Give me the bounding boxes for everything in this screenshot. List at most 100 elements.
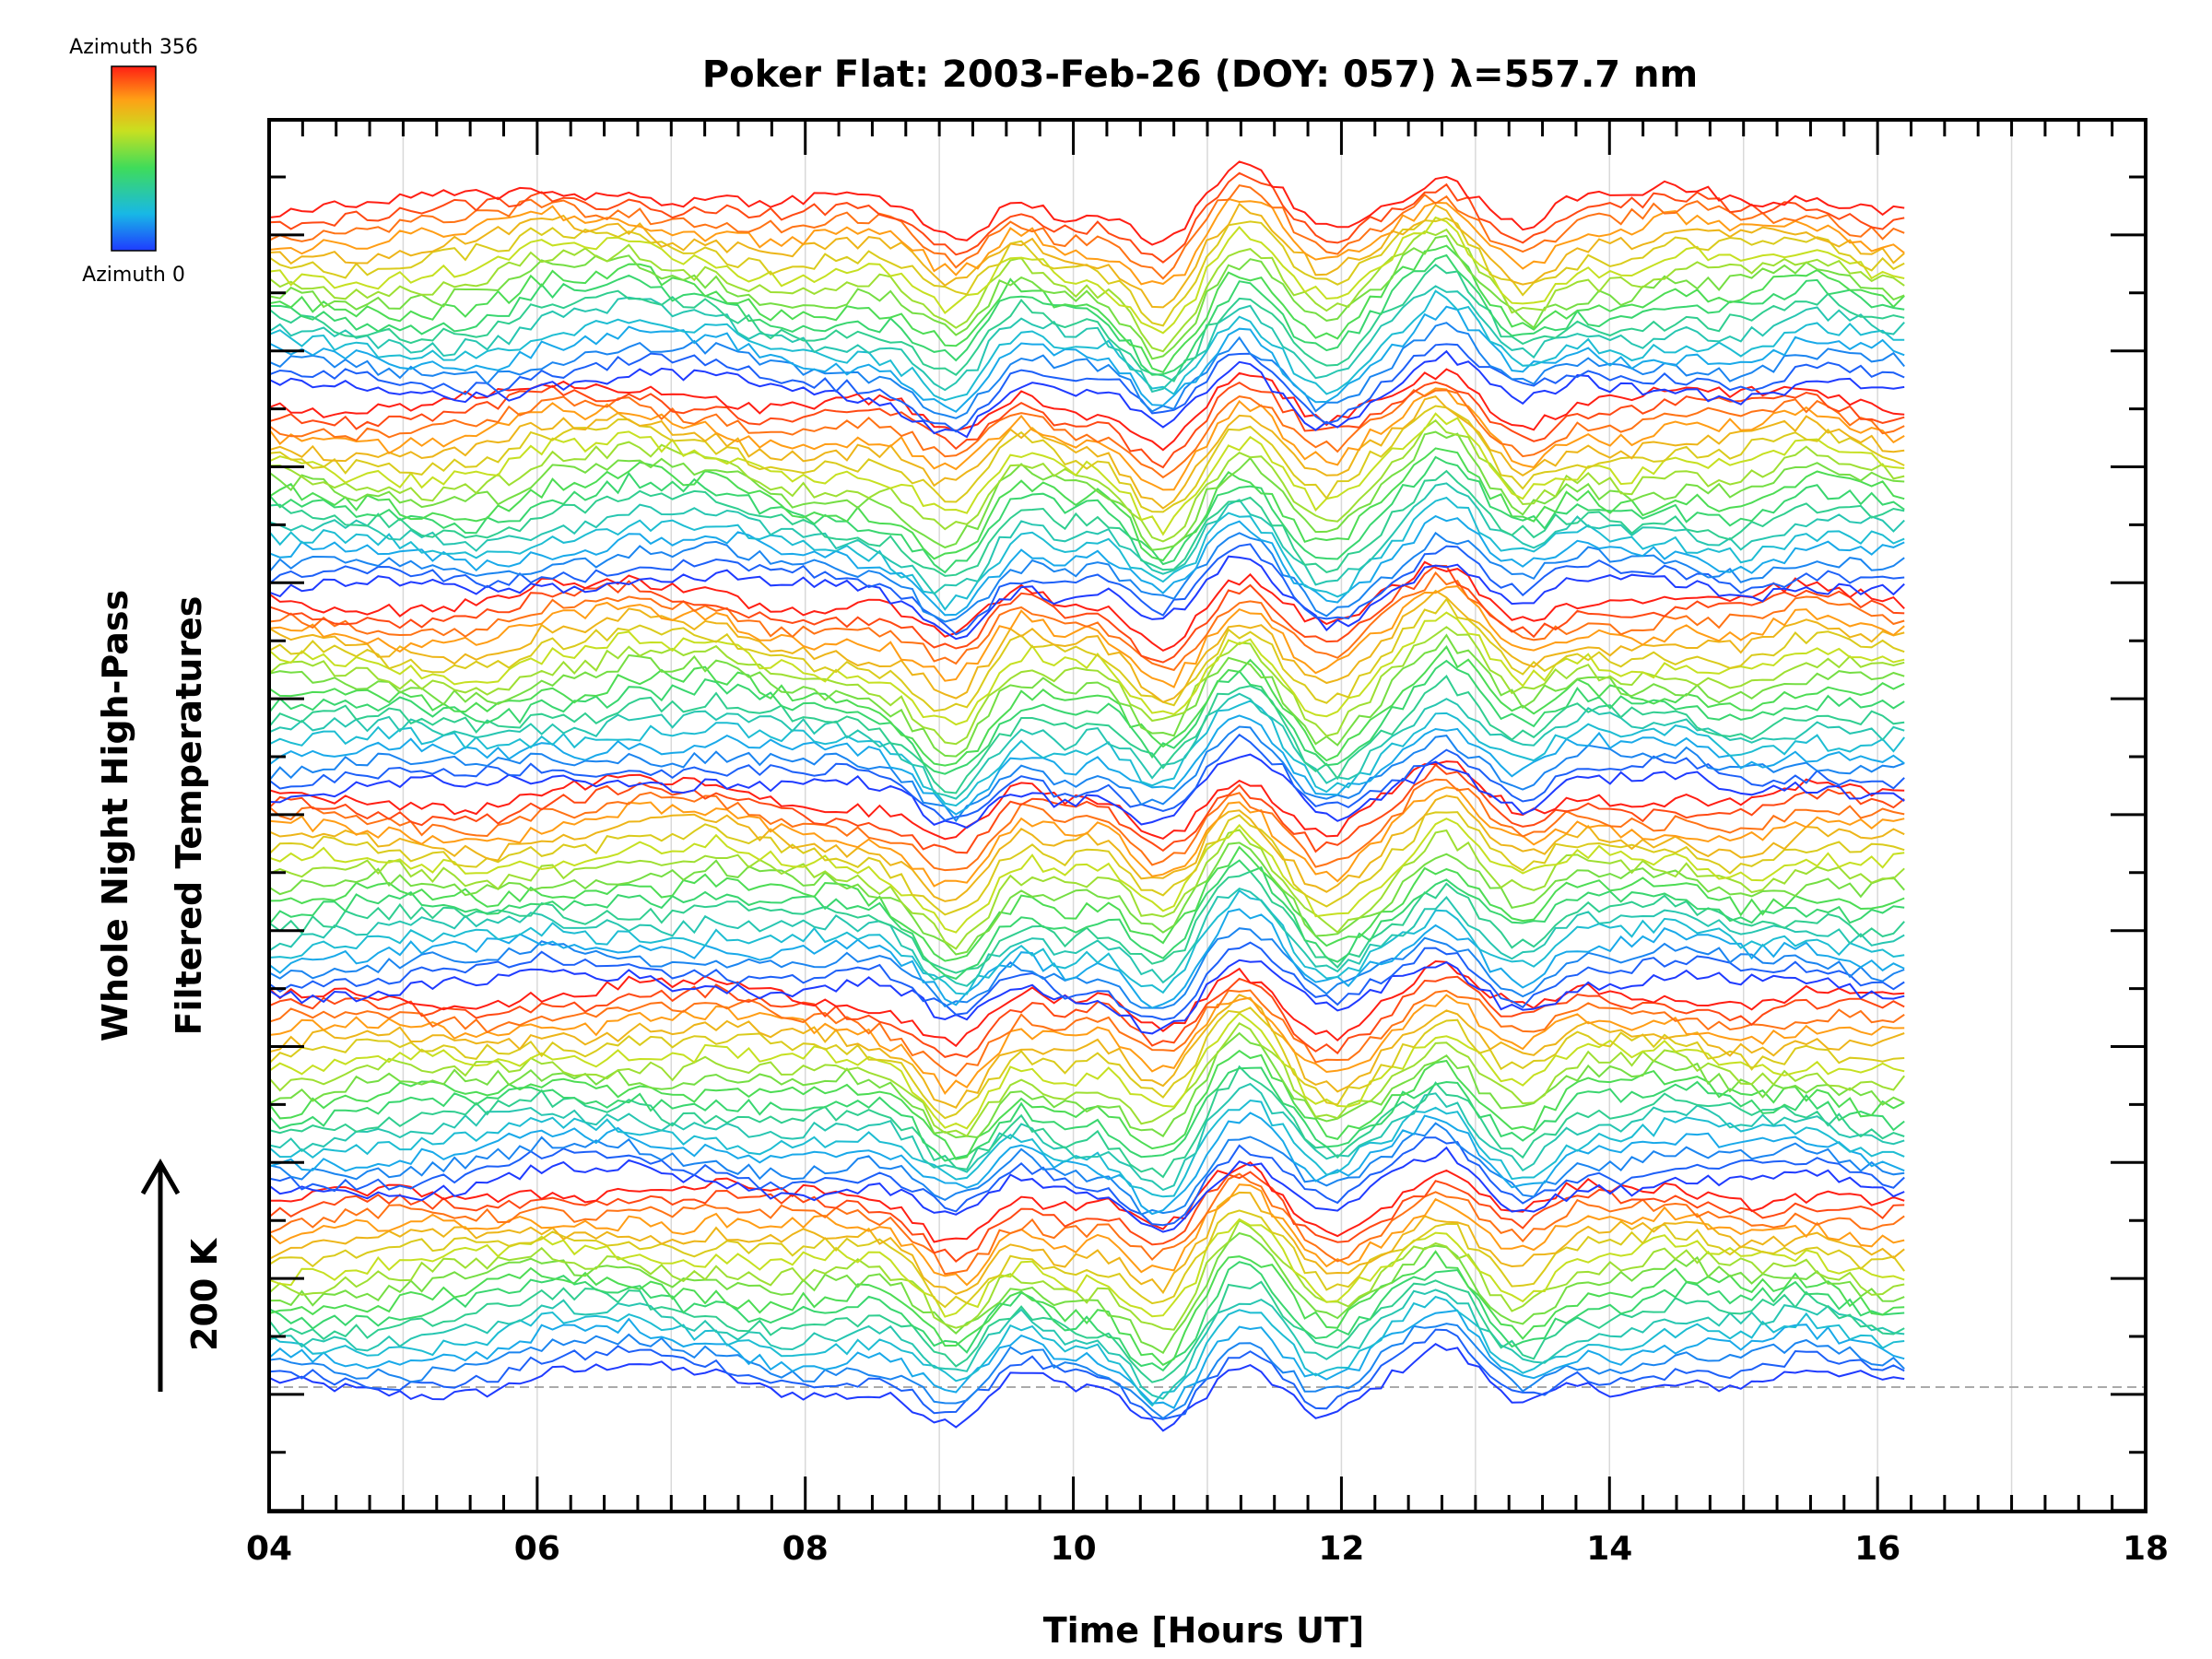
series-line	[268, 1031, 1905, 1139]
series-line	[268, 514, 1905, 617]
scale-arrow-head	[140, 1158, 181, 1195]
series-line	[268, 1183, 1905, 1287]
series-line	[268, 845, 1905, 962]
series-line	[268, 418, 1905, 543]
x-tick-label: 12	[1318, 1530, 1364, 1568]
series-line	[268, 700, 1905, 807]
series-line	[268, 1099, 1905, 1198]
series-line	[268, 633, 1905, 758]
series-line	[268, 763, 1905, 854]
series-line	[268, 171, 1905, 264]
series-line	[268, 1172, 1905, 1276]
axis-ticks	[267, 120, 2147, 1512]
series-line	[268, 183, 1905, 280]
series-line	[268, 197, 1905, 286]
series-line	[268, 1021, 1905, 1138]
series-line	[268, 1006, 1905, 1120]
chart-title: Poker Flat: 2003-Feb-26 (DOY: 057) λ=557…	[702, 53, 1698, 96]
series-line	[268, 412, 1905, 536]
colorbar-bottom-label: Azimuth 0	[82, 264, 185, 287]
series-line	[268, 1218, 1905, 1331]
series-line	[268, 908, 1905, 1009]
series-line	[268, 202, 1905, 309]
series-line	[268, 389, 1905, 479]
series-line	[268, 1323, 1905, 1420]
colorbar: Azimuth 356 Azimuth 0	[69, 36, 198, 287]
series-line	[268, 264, 1905, 382]
series-line	[268, 571, 1905, 672]
series-line	[268, 994, 1905, 1096]
colorbar-gradient	[111, 65, 157, 252]
series-line	[268, 216, 1905, 335]
series-line	[268, 1191, 1905, 1296]
series-line	[268, 430, 1905, 551]
series-line	[268, 786, 1905, 888]
y-axis-label-line1: Whole Night High-Pass	[95, 590, 135, 1041]
series-line	[268, 1261, 1905, 1372]
series-line	[268, 589, 1905, 703]
series-line	[268, 394, 1905, 510]
series-line	[268, 160, 1905, 246]
series-line	[268, 888, 1905, 995]
y-axis-label-line2: Filtered Temperatures	[169, 596, 209, 1036]
series-line	[268, 1146, 1905, 1233]
series-line	[268, 381, 1905, 469]
scale-bar: 200 K	[140, 1158, 225, 1392]
series-line	[268, 1279, 1905, 1383]
series-line	[268, 818, 1905, 934]
x-tick-label: 16	[1854, 1530, 1900, 1568]
series-line	[268, 305, 1905, 413]
series-line	[268, 733, 1905, 822]
series-line	[268, 1218, 1905, 1318]
series-line	[268, 285, 1905, 394]
series-line	[268, 564, 1905, 664]
series-line	[268, 234, 1905, 360]
series-line	[268, 1309, 1905, 1410]
x-tick-label: 08	[782, 1530, 829, 1568]
series-line	[268, 597, 1905, 712]
x-tick-label: 18	[2123, 1530, 2169, 1568]
series-line	[268, 469, 1905, 577]
series-line	[268, 560, 1905, 653]
series-line	[268, 675, 1905, 794]
x-tick-label: 10	[1051, 1530, 1097, 1568]
series-line	[268, 811, 1905, 916]
x-tick-label: 06	[514, 1530, 560, 1568]
x-axis-label: Time [Hours UT]	[1043, 1610, 1365, 1651]
series-line	[268, 989, 1905, 1077]
series-line	[268, 753, 1905, 830]
series-line	[268, 645, 1905, 767]
series-line	[268, 941, 1905, 1021]
series-line	[268, 1328, 1905, 1420]
series-line	[268, 531, 1905, 623]
series-line	[268, 626, 1905, 746]
series-line	[268, 959, 1905, 1048]
series-line	[268, 714, 1905, 816]
series-line	[268, 1012, 1905, 1130]
series-line	[268, 1231, 1905, 1355]
series-line	[268, 455, 1905, 574]
series-line	[268, 482, 1905, 595]
series-line	[268, 829, 1905, 950]
series-line	[268, 959, 1905, 1035]
series-line	[268, 859, 1905, 981]
series-line	[268, 543, 1905, 636]
x-tick-label: 04	[246, 1530, 292, 1568]
series-line	[268, 611, 1905, 726]
series-line	[268, 1112, 1905, 1216]
series-line	[268, 244, 1905, 374]
series-line	[268, 228, 1905, 353]
series-line	[268, 887, 1905, 987]
series-line	[268, 841, 1905, 956]
series-line	[268, 725, 1905, 823]
series-line	[268, 994, 1905, 1109]
series-group	[268, 160, 1905, 1432]
x-tick-labels: 04 06 08 10 12 14 16 18	[246, 1530, 2169, 1568]
series-line	[268, 1066, 1905, 1162]
series-line	[268, 1082, 1905, 1192]
series-line	[268, 343, 1905, 433]
series-line	[268, 975, 1905, 1059]
series-line	[268, 1295, 1905, 1407]
series-line	[268, 927, 1905, 1009]
